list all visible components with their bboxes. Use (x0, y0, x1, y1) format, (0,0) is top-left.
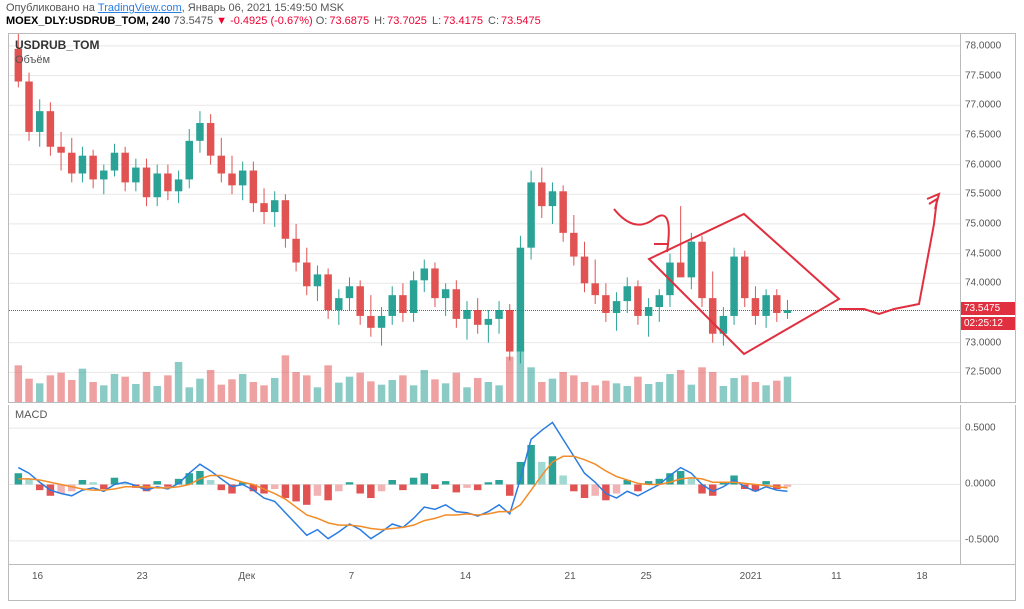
y-tick: 75.0000 (965, 218, 1001, 229)
last-price-line (9, 310, 960, 311)
y-tick: 78.0000 (965, 40, 1001, 51)
h-value: 73.7025 (387, 15, 427, 27)
time-axis: 16 23 Дек 7 14 21 25 2021 11 18 (8, 565, 1016, 601)
c-value: 73.5475 (501, 15, 541, 27)
l-value: 73.4175 (443, 15, 483, 27)
published-prefix: Опубликовано на (6, 2, 98, 14)
macd-y-axis: 0.5000 0.0000 -0.5000 (960, 405, 1015, 564)
price-canvas (9, 34, 960, 402)
y-tick: 77.0000 (965, 100, 1001, 111)
y-tick: 77.5000 (965, 70, 1001, 81)
price-chart[interactable]: USDRUB_TOM Объём 72.5000 73.0000 74.0000 74… (8, 33, 1016, 403)
y-tick: 76.5000 (965, 129, 1001, 140)
time-pane: 16 23 Дек 7 14 21 25 2021 11 18 (9, 565, 960, 600)
chart-title: USDRUB_TOM (15, 38, 99, 52)
last-price: 73.5475 (173, 15, 213, 27)
y-tick: 72.5000 (965, 367, 1001, 378)
change-pct: (-0.67%) (270, 15, 312, 27)
y-tick: 73.0000 (965, 337, 1001, 348)
time-tick: 14 (460, 571, 471, 582)
time-tick: Дек (238, 571, 255, 582)
symbol-label[interactable]: MOEX_DLY:USDRUB_TOM, 240 (6, 15, 170, 27)
macd-y-tick: -0.5000 (965, 535, 999, 546)
y-tick: 76.0000 (965, 159, 1001, 170)
macd-y-tick: 0.5000 (965, 422, 996, 433)
h-label: H: (374, 15, 385, 27)
change-abs: -0.4925 (230, 15, 267, 27)
price-y-axis: 72.5000 73.0000 74.0000 74.5000 75.0000 75.50… (960, 34, 1015, 402)
macd-canvas (9, 405, 960, 564)
published-date: , Январь 06, 2021 15:49:50 MSK (182, 2, 344, 14)
direction-arrow-icon: ▼ (216, 15, 227, 27)
o-value: 73.6875 (329, 15, 369, 27)
macd-pane[interactable]: MACD (9, 405, 960, 564)
countdown-badge: 02:25:12 (961, 317, 1015, 330)
time-tick: 16 (32, 571, 43, 582)
y-tick: 74.5000 (965, 248, 1001, 259)
o-label: O: (316, 15, 328, 27)
macd-y-tick: 0.0000 (965, 479, 996, 490)
time-tick: 25 (641, 571, 652, 582)
c-label: C: (488, 15, 499, 27)
macd-panel[interactable]: MACD 0.5000 0.0000 -0.5000 (8, 405, 1016, 565)
y-tick: 74.0000 (965, 278, 1001, 289)
time-tick: 7 (349, 571, 355, 582)
volume-label: Объём (15, 54, 50, 66)
time-tick: 23 (137, 571, 148, 582)
y-tick: 75.5000 (965, 189, 1001, 200)
time-tick: 21 (565, 571, 576, 582)
price-pane[interactable]: USDRUB_TOM Объём (9, 34, 960, 402)
l-label: L: (432, 15, 441, 27)
time-tick: 18 (916, 571, 927, 582)
macd-title: MACD (15, 409, 47, 421)
chart-header: Опубликовано на TradingView.com, Январь … (0, 0, 1024, 29)
time-tick: 2021 (740, 571, 762, 582)
price-badge: 73.5475 (961, 302, 1015, 315)
published-site[interactable]: TradingView.com (98, 2, 182, 14)
time-tick: 11 (831, 571, 841, 582)
